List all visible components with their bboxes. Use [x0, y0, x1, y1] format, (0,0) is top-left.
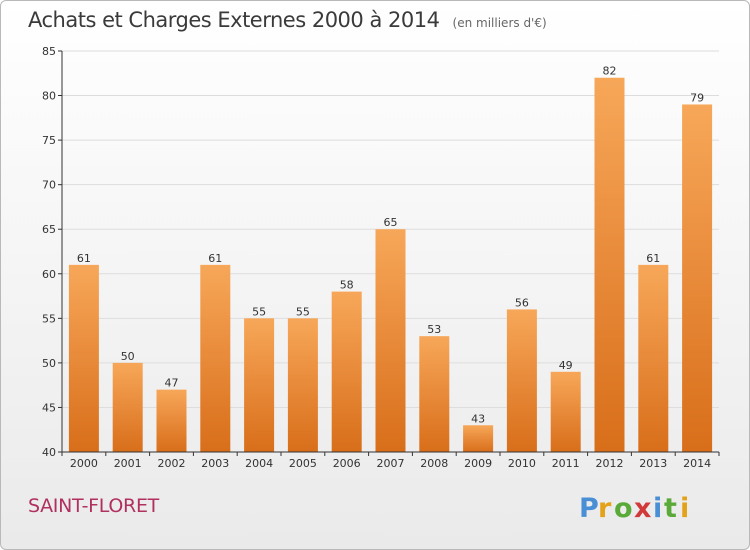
- x-tick-label: 2004: [245, 457, 273, 470]
- data-label: 55: [296, 305, 310, 318]
- x-tick-label: 2001: [114, 457, 142, 470]
- x-tick-label: 2011: [552, 457, 580, 470]
- chart-unit: (en milliers d'€): [452, 16, 547, 30]
- y-tick-label: 50: [42, 357, 56, 370]
- y-tick-label: 85: [42, 45, 56, 58]
- data-label: 47: [165, 377, 179, 390]
- bar: [506, 309, 537, 452]
- data-label: 61: [646, 252, 660, 265]
- x-tick-label: 2007: [377, 457, 405, 470]
- x-tick-label: 2014: [683, 457, 711, 470]
- bar: [68, 264, 99, 452]
- bar: [112, 362, 143, 452]
- data-label: 53: [427, 323, 441, 336]
- data-label: 49: [559, 359, 573, 372]
- y-tick-label: 80: [42, 90, 56, 103]
- data-label: 82: [603, 65, 617, 78]
- data-label: 65: [384, 216, 398, 229]
- svg-text:i: i: [680, 493, 689, 524]
- bar: [463, 425, 494, 452]
- x-tick-label: 2005: [289, 457, 317, 470]
- data-label: 43: [471, 412, 485, 425]
- x-tick-label: 2000: [70, 457, 98, 470]
- bar: [419, 336, 450, 452]
- x-tick-label: 2008: [420, 457, 448, 470]
- y-tick-label: 45: [42, 401, 56, 414]
- chart-title: Achats et Charges Externes 2000 à 2014: [28, 8, 440, 32]
- x-tick-label: 2013: [639, 457, 667, 470]
- data-label: 50: [121, 350, 135, 363]
- bar: [375, 229, 406, 452]
- svg-text:x: x: [634, 493, 651, 524]
- proxiti-logo: P r o x i t i: [579, 493, 689, 524]
- bar: [594, 77, 625, 452]
- bar: [682, 104, 713, 452]
- y-tick-label: 40: [42, 446, 56, 459]
- commune-name: SAINT-FLORET: [28, 495, 159, 517]
- bar: [244, 318, 275, 452]
- bar: [550, 371, 581, 452]
- svg-text:t: t: [664, 493, 677, 524]
- bar: [638, 264, 669, 452]
- bar: [156, 389, 187, 452]
- x-tick-label: 2012: [596, 457, 624, 470]
- data-label: 58: [340, 279, 354, 292]
- data-label: 61: [208, 252, 222, 265]
- chart-title-block: Achats et Charges Externes 2000 à 2014 (…: [28, 8, 547, 32]
- bar: [200, 264, 231, 452]
- x-tick-label: 2002: [158, 457, 186, 470]
- svg-text:r: r: [598, 493, 612, 524]
- x-tick-label: 2010: [508, 457, 536, 470]
- bar: [287, 318, 318, 452]
- data-label: 79: [690, 91, 704, 104]
- y-tick-label: 60: [42, 268, 56, 281]
- y-tick-label: 75: [42, 134, 56, 147]
- svg-text:i: i: [653, 493, 662, 524]
- bar: [331, 291, 362, 452]
- svg-text:o: o: [614, 493, 633, 524]
- x-tick-label: 2006: [333, 457, 361, 470]
- svg-text:P: P: [579, 493, 599, 524]
- y-tick-label: 70: [42, 179, 56, 192]
- y-tick-label: 55: [42, 312, 56, 325]
- data-label: 55: [252, 305, 266, 318]
- x-tick-label: 2009: [464, 457, 492, 470]
- data-label: 56: [515, 296, 529, 309]
- y-tick-label: 65: [42, 223, 56, 236]
- data-label: 61: [77, 252, 91, 265]
- x-tick-label: 2003: [201, 457, 229, 470]
